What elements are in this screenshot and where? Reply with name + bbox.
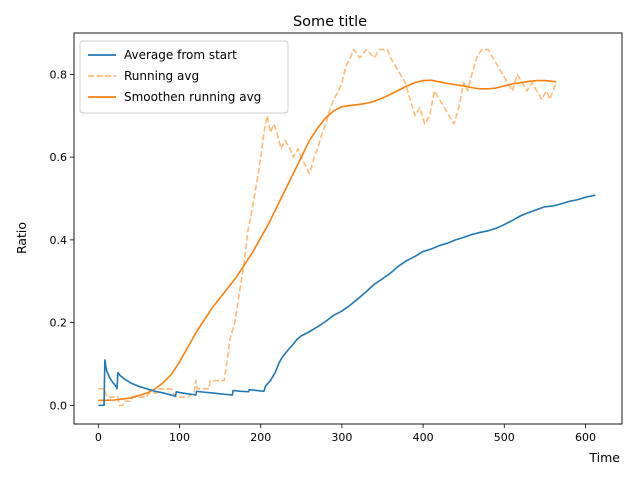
y-axis-label: Ratio	[14, 222, 29, 254]
axes-frame	[73, 32, 623, 425]
x-tick-label: 200	[250, 431, 271, 444]
y-tick-label: 0.4	[50, 234, 68, 247]
x-tick-label: 0	[95, 431, 102, 444]
legend: Average from start Running avg Smoothen ru…	[79, 40, 289, 114]
series-line-2	[98, 79, 557, 402]
x-axis-label: Time	[588, 450, 620, 465]
x-tick-label: 100	[169, 431, 190, 444]
legend-label-1: Running avg	[124, 69, 199, 83]
x-tick-label: 600	[575, 431, 596, 444]
x-tick-label: 500	[494, 431, 515, 444]
y-tick-label: 0.6	[50, 151, 68, 164]
legend-label-2: Smoothen running avg	[124, 90, 261, 104]
chart-title: Some title	[293, 14, 367, 30]
axes: 0 100 200 300 400 500 600 0.0 0.2 0.4 0.6 0.8	[50, 32, 623, 444]
y-tick-label: 0.0	[50, 399, 68, 412]
legend-label-0: Average from start	[124, 48, 237, 62]
series-line-1	[98, 48, 557, 407]
x-tick-label: 300	[331, 431, 352, 444]
legend-box	[79, 40, 289, 114]
y-tick-label: 0.2	[50, 317, 68, 330]
x-tick-label: 400	[413, 431, 434, 444]
series-line-0	[98, 194, 596, 407]
plot-area	[98, 48, 596, 407]
y-tick-label: 0.8	[50, 68, 68, 81]
